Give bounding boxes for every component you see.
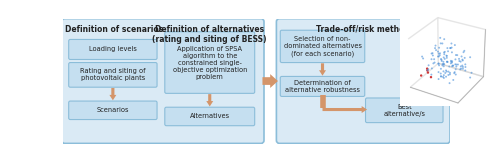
Text: Determination of
alternative robustness: Determination of alternative robustness <box>285 80 360 93</box>
Polygon shape <box>206 94 213 106</box>
Text: Loading levels: Loading levels <box>89 46 137 52</box>
Text: Selection of non-
dominated alternatives
(for each scenario): Selection of non- dominated alternatives… <box>284 36 362 57</box>
FancyBboxPatch shape <box>276 19 450 143</box>
FancyBboxPatch shape <box>68 101 157 120</box>
FancyBboxPatch shape <box>165 107 254 126</box>
Text: Best
alternative/s: Best alternative/s <box>384 104 426 117</box>
FancyBboxPatch shape <box>165 32 254 93</box>
FancyBboxPatch shape <box>62 19 264 143</box>
Text: Application of SPSA
algorithm to the
constrained single-
objective optimization
: Application of SPSA algorithm to the con… <box>172 46 247 80</box>
Polygon shape <box>322 106 367 113</box>
Text: Definition of alternatives
(rating and siting of BESS): Definition of alternatives (rating and s… <box>152 25 267 44</box>
FancyBboxPatch shape <box>68 63 157 87</box>
FancyBboxPatch shape <box>68 40 157 59</box>
FancyBboxPatch shape <box>366 98 443 123</box>
Polygon shape <box>262 74 278 88</box>
FancyBboxPatch shape <box>280 30 365 63</box>
FancyBboxPatch shape <box>280 76 365 96</box>
Text: Scenarios: Scenarios <box>96 107 129 113</box>
Text: Definition of scenarios: Definition of scenarios <box>64 25 163 34</box>
Text: Trade-off/risk method: Trade-off/risk method <box>316 25 410 34</box>
Text: Alternatives: Alternatives <box>190 113 230 119</box>
Polygon shape <box>110 88 116 100</box>
Text: Rating and siting of
photovoltaic plants: Rating and siting of photovoltaic plants <box>80 68 146 81</box>
Polygon shape <box>319 63 326 76</box>
